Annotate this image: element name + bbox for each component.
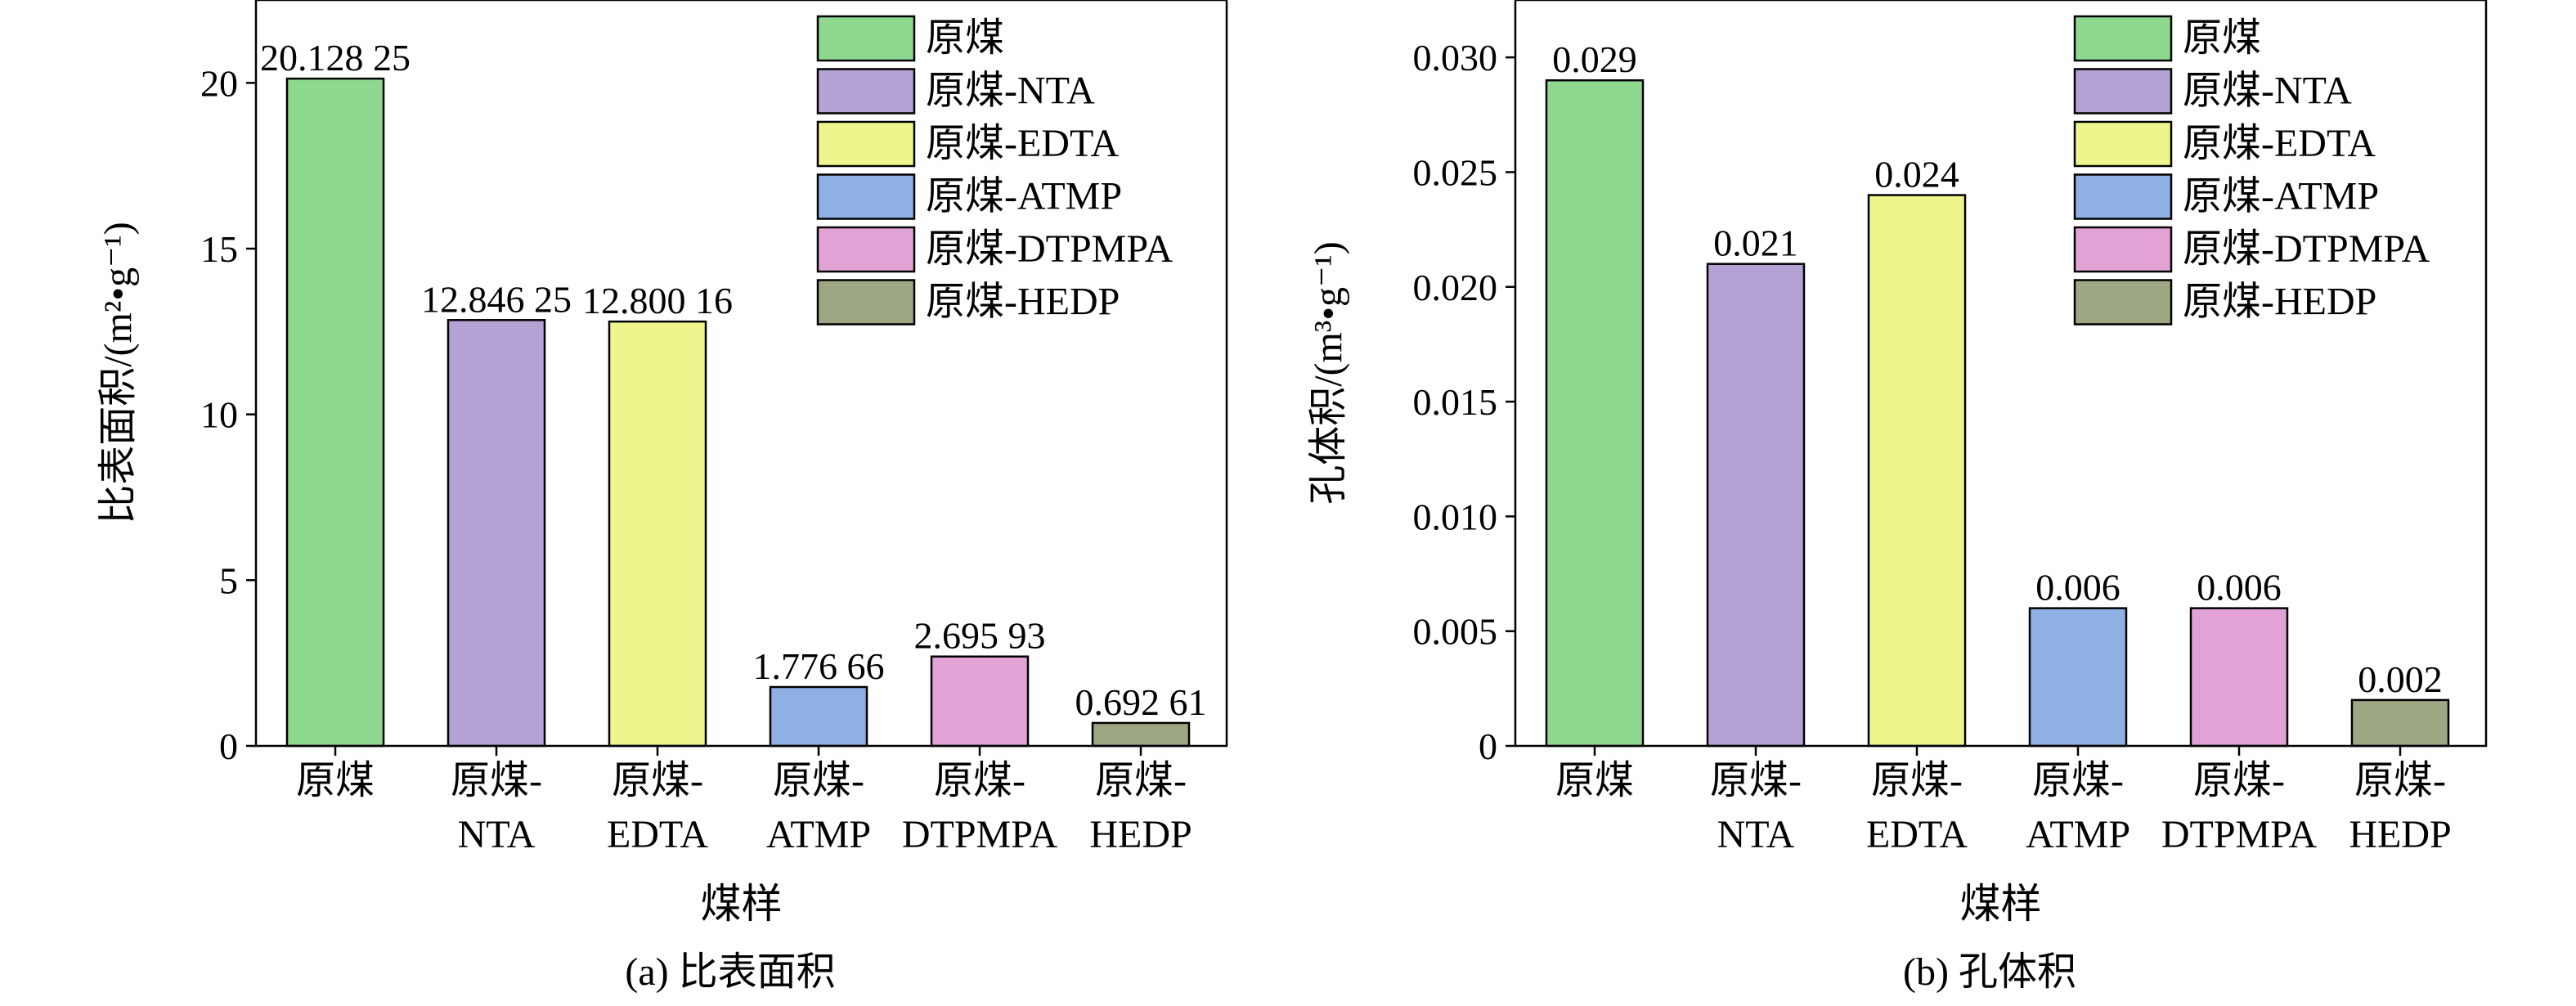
legend-swatch-a-3 [816,120,916,168]
y-tick-label-b-6: 0.025 [1413,151,1498,193]
x-tick-label-b-3: 原煤-EDTA [1866,759,1968,856]
y-tick-label-a-4: 15 [200,228,238,270]
legend-label-b-4: 原煤-ATMP [2183,175,2379,218]
chart-a: 20.128 25 原煤 12.846 25 原煤-NTA 12.800 16 原煤-ED… [96,0,1228,927]
y-tick-label-a-1: 0 [219,725,238,767]
legend-swatch-b-5 [2073,226,2173,273]
x-tick-label-b-6: 原煤-HEDP [2349,759,2451,856]
legend-swatch-b-1 [2073,15,2173,62]
plot-frame-b [1514,0,2488,748]
bar-value-label-b-3: 0.024 [1874,154,1959,195]
x-tick-label-a-1: 原煤 [296,759,375,802]
bar-value-label-a-4: 1.776 66 [753,645,885,687]
bar-value-label-a-5: 2.695 93 [914,615,1046,657]
legend-swatch-a-1 [816,15,916,62]
legend-label-a-5: 原煤-DTPMPA [926,227,1174,271]
legend-swatch-b-6 [2073,279,2173,326]
legend-swatch-a-4 [816,173,916,220]
x-tick-label-b-2: 原煤-NTA [1710,759,1802,856]
x-tick-label-b-4: 原煤-ATMP [2026,759,2130,856]
bar-b-3 [1867,194,1967,748]
x-tick-label-a-3: 原煤-EDTA [607,759,708,856]
legend-label-b-5: 原煤-DTPMPA [2183,227,2430,271]
bar-b-6 [2350,698,2450,748]
x-tick-label-a-6: 原煤-HEDP [1089,759,1192,856]
legend-label-a-1: 原煤 [926,16,1004,60]
y-tick-label-b-7: 0.030 [1413,37,1498,79]
legend-label-a-6: 原煤-HEDP [926,281,1120,324]
plot-frame-a [254,0,1228,748]
x-tick-label-b-5: 原煤-DTPMPA [2161,759,2318,856]
y-tick-label-b-5: 0.020 [1413,267,1498,308]
x-axis-label-b: 煤样 [1960,881,2042,927]
x-tick-label-b-1: 原煤 [1555,759,1634,802]
legend-swatch-a-6 [816,279,916,326]
x-tick-label-a-4: 原煤-ATMP [766,759,871,856]
chart-b: 0.029 原煤 0.021 原煤-NTA 0.024 原煤-EDTA 0.006 原煤-AT… [1307,0,2488,927]
bar-value-label-b-2: 0.021 [1713,222,1798,264]
x-tick-label-a-5: 原煤-DTPMPA [902,759,1058,856]
bar-value-label-b-4: 0.006 [2035,567,2120,609]
bar-b-2 [1706,263,1806,748]
legend-swatch-b-2 [2073,68,2173,115]
bar-a-1 [285,77,385,748]
x-tick-label-a-2: 原煤-NTA [451,759,542,856]
y-tick-label-a-2: 5 [219,559,238,601]
legend-label-b-3: 原煤-EDTA [2183,122,2376,165]
legend-label-a-4: 原煤-ATMP [926,175,1122,218]
bar-value-label-a-2: 12.846 25 [421,278,572,320]
bar-value-label-b-5: 0.006 [2197,567,2282,609]
legend-label-a-3: 原煤-EDTA [926,122,1119,165]
subcaption-a: (a) 比表面积 [625,950,835,994]
bar-value-label-a-1: 20.128 25 [260,37,411,79]
legend-label-b-2: 原煤-NTA [2183,70,2352,113]
y-tick-label-b-3: 0.010 [1413,496,1498,537]
subcaption-b: (b) 孔体积 [1903,950,2076,994]
bar-value-label-a-6: 0.692 61 [1075,681,1207,723]
bar-b-5 [2189,607,2289,748]
y-axis-label-a: 比表面积/(m²•g⁻¹) [96,222,140,524]
y-tick-label-b-4: 0.015 [1413,381,1498,423]
bar-b-4 [2028,607,2128,748]
legend-label-b-6: 原煤-HEDP [2183,281,2376,324]
bar-a-3 [608,320,707,748]
y-tick-label-a-5: 20 [200,62,238,104]
legend-swatch-b-3 [2073,120,2173,168]
legend-label-b-1: 原煤 [2183,16,2261,60]
bar-b-1 [1545,79,1645,748]
x-axis-label-a: 煤样 [701,881,783,927]
bar-value-label-a-3: 12.800 16 [582,280,733,321]
legend-swatch-a-5 [816,226,916,273]
y-tick-label-b-2: 0.005 [1413,611,1498,653]
y-tick-label-a-3: 10 [200,394,238,436]
bar-a-4 [769,685,868,748]
bar-a-5 [930,655,1030,748]
bar-a-6 [1091,721,1191,748]
legend-swatch-b-4 [2073,173,2173,220]
y-axis-label-b: 孔体积/(m³•g⁻¹) [1307,241,1350,505]
legend-label-a-2: 原煤-NTA [926,70,1095,113]
bar-a-2 [447,319,546,748]
bar-value-label-b-1: 0.029 [1552,38,1637,80]
legend-swatch-a-2 [816,68,916,115]
y-tick-label-b-1: 0 [1479,725,1497,767]
bar-value-label-b-6: 0.002 [2358,658,2443,700]
